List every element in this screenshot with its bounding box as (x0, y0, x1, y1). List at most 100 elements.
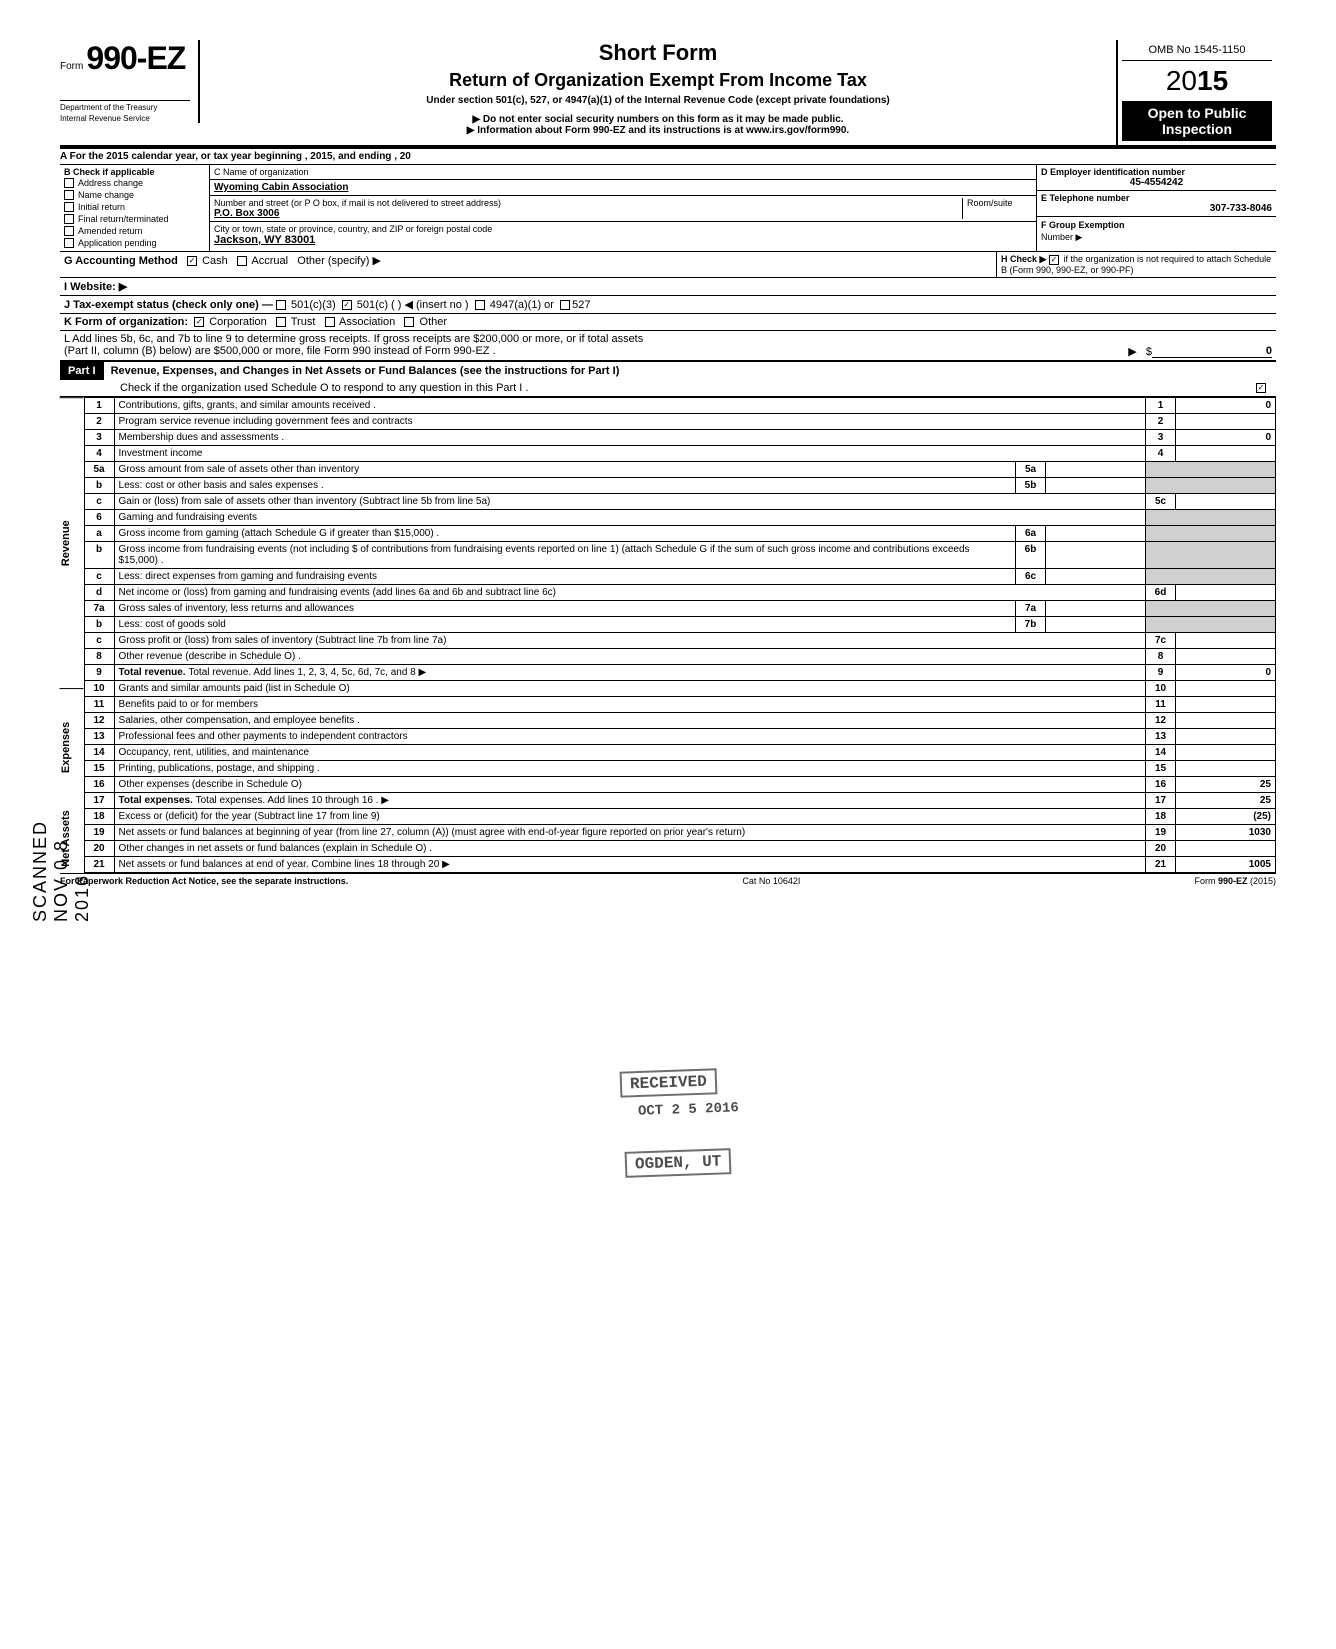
section-j: J Tax-exempt status (check only one) — 5… (60, 296, 1276, 314)
chk-amended[interactable]: Amended return (64, 225, 205, 237)
chk-501c3[interactable] (276, 300, 286, 310)
line-21: 21Net assets or fund balances at end of … (84, 857, 1275, 873)
line-6c: cLess: direct expenses from gaming and f… (84, 569, 1275, 585)
omb: OMB No 1545-1150 (1122, 44, 1272, 61)
v-netassets: Net Assets (60, 805, 84, 873)
section-h: H Check ▶ if the organization is not req… (996, 252, 1276, 277)
city: Jackson, WY 83001 (214, 234, 1032, 246)
b-label: B Check if applicable (64, 167, 205, 177)
e-row: E Telephone number 307-733-8046 (1037, 191, 1276, 217)
year: 2015 (1122, 61, 1272, 101)
v-expenses: Expenses (60, 688, 84, 805)
city-label: City or town, state or province, country… (214, 224, 1032, 234)
chk-501c[interactable] (342, 300, 352, 310)
line-4: 4Investment income4 (84, 446, 1275, 462)
chk-527[interactable] (560, 300, 570, 310)
line-3: 3Membership dues and assessments .30 (84, 430, 1275, 446)
line-6b: bGross income from fundraising events (n… (84, 542, 1275, 569)
line-10: 10Grants and similar amounts paid (list … (84, 681, 1275, 697)
footer-left: For Paperwork Reduction Act Notice, see … (60, 876, 348, 886)
section-a: A For the 2015 calendar year, or tax yea… (60, 147, 1276, 165)
section-c: C Name of organization Wyoming Cabin Ass… (210, 165, 1036, 251)
chk-corp[interactable] (194, 317, 204, 327)
header: Form 990-EZ Department of the Treasury I… (60, 40, 1276, 147)
chk-initial[interactable]: Initial return (64, 201, 205, 213)
chk-4947[interactable] (475, 300, 485, 310)
g-label: G Accounting Method (64, 255, 178, 267)
line-7c: cGross profit or (loss) from sales of in… (84, 633, 1275, 649)
dept-label: Department of the Treasury (60, 100, 190, 112)
line-5c: cGain or (loss) from sale of assets othe… (84, 494, 1275, 510)
line-2: 2Program service revenue including gover… (84, 414, 1275, 430)
l-amount: 0 (1152, 345, 1272, 358)
room-label: Room/suite (962, 198, 1032, 219)
line-20: 20Other changes in net assets or fund ba… (84, 841, 1275, 857)
e-label: E Telephone number (1041, 193, 1272, 203)
chk-h[interactable] (1049, 255, 1059, 265)
street-row: Number and street (or P O box, if mail i… (210, 196, 1036, 222)
d-label: D Employer identification number (1041, 167, 1272, 177)
c-name-label: C Name of organization (210, 165, 1036, 180)
line-17: 17Total expenses. Total expenses. Add li… (84, 793, 1275, 809)
footer: For Paperwork Reduction Act Notice, see … (60, 873, 1276, 886)
line-6d: dNet income or (loss) from gaming and fu… (84, 585, 1275, 601)
line-18: 18Excess or (deficit) for the year (Subt… (84, 809, 1275, 825)
f-number: Number ▶ (1041, 232, 1082, 242)
street: P.O. Box 3006 (214, 208, 962, 219)
d-row: D Employer identification number 45-4554… (1037, 165, 1276, 191)
h-label: H Check ▶ (1001, 254, 1046, 264)
section-b: B Check if applicable Address change Nam… (60, 165, 210, 251)
vertical-labels: Revenue Expenses Net Assets (60, 397, 84, 873)
section-i: I Website: ▶ (60, 278, 1276, 296)
section-gh: G Accounting Method Cash Accrual Other (… (60, 252, 1276, 278)
title-sub: Return of Organization Exempt From Incom… (212, 70, 1104, 91)
line-5b: bLess: cost or other basis and sales exp… (84, 478, 1275, 494)
f-row: F Group Exemption Number ▶ (1037, 217, 1276, 245)
footer-mid: Cat No 10642I (742, 876, 800, 886)
line-6: 6Gaming and fundraising events (84, 510, 1275, 526)
lines-table: 1Contributions, gifts, grants, and simil… (84, 397, 1276, 873)
line-13: 13Professional fees and other payments t… (84, 729, 1275, 745)
sections-bcdef: B Check if applicable Address change Nam… (60, 165, 1276, 252)
part1-label: Part I (60, 362, 104, 380)
line-14: 14Occupancy, rent, utilities, and mainte… (84, 745, 1275, 761)
section-def: D Employer identification number 45-4554… (1036, 165, 1276, 251)
stamp-date: OCT 2 5 2016 (630, 1098, 747, 1122)
right-box: OMB No 1545-1150 2015 Open to Public Ins… (1116, 40, 1276, 145)
form-990ez: SCANNED NOV 0 8 2016 Form 990-EZ Departm… (60, 40, 1276, 886)
section-k: K Form of organization: Corporation Trus… (60, 314, 1276, 331)
line-12: 12Salaries, other compensation, and empl… (84, 713, 1275, 729)
chk-schedule-o[interactable] (1256, 383, 1266, 393)
chk-address[interactable]: Address change (64, 177, 205, 189)
chk-trust[interactable] (276, 317, 286, 327)
info-at: ▶ Information about Form 990-EZ and its … (212, 125, 1104, 136)
chk-accrual[interactable] (237, 256, 247, 266)
footer-right: Form 990-EZ (2015) (1194, 876, 1276, 886)
chk-assoc[interactable] (325, 317, 335, 327)
chk-pending[interactable]: Application pending (64, 237, 205, 249)
stamp-received: RECEIVED (620, 1068, 718, 1097)
chk-final[interactable]: Final return/terminated (64, 213, 205, 225)
form-number: 990-EZ (86, 40, 185, 76)
section-l: L Add lines 5b, 6c, and 7b to line 9 to … (60, 331, 1276, 360)
line-8: 8Other revenue (describe in Schedule O) … (84, 649, 1275, 665)
line-11: 11Benefits paid to or for members11 (84, 697, 1275, 713)
f-label: F Group Exemption (1041, 220, 1125, 230)
v-revenue: Revenue (60, 397, 84, 688)
year-suffix: 15 (1197, 65, 1228, 96)
warning: ▶ Do not enter social security numbers o… (212, 114, 1104, 125)
chk-cash[interactable] (187, 256, 197, 266)
city-row: City or town, state or province, country… (210, 222, 1036, 248)
stamp-ogden: OGDEN, UT (625, 1148, 732, 1178)
line-7b: bLess: cost of goods sold7b (84, 617, 1275, 633)
under-section: Under section 501(c), 527, or 4947(a)(1)… (212, 95, 1104, 106)
chk-name[interactable]: Name change (64, 189, 205, 201)
line-15: 15Printing, publications, postage, and s… (84, 761, 1275, 777)
title-main: Short Form (212, 40, 1104, 66)
line-9: 9Total revenue. Total revenue. Add lines… (84, 665, 1275, 681)
part1-header: Part I Revenue, Expenses, and Changes in… (60, 360, 1276, 397)
chk-other[interactable] (404, 317, 414, 327)
org-name: Wyoming Cabin Association (210, 180, 1036, 196)
line-16: 16Other expenses (describe in Schedule O… (84, 777, 1275, 793)
irs-label: Internal Revenue Service (60, 112, 190, 123)
